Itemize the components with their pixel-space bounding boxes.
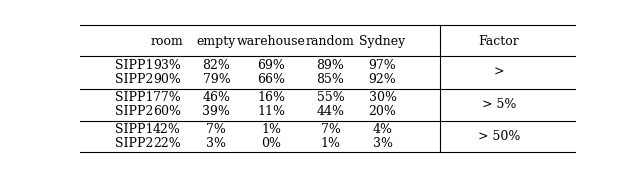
Text: 82%: 82% [202,59,230,72]
Text: 85%: 85% [317,73,344,86]
Text: SIPP1: SIPP1 [115,59,153,72]
Text: 93%: 93% [153,59,180,72]
Text: 22%: 22% [153,137,180,150]
Text: 7%: 7% [321,123,340,136]
Text: 97%: 97% [369,59,396,72]
Text: empty: empty [196,35,236,48]
Text: SIPP1: SIPP1 [115,91,153,104]
Text: 90%: 90% [153,73,180,86]
Text: 20%: 20% [369,105,397,118]
Text: 11%: 11% [257,105,285,118]
Text: 46%: 46% [202,91,230,104]
Text: > 50%: > 50% [478,130,520,143]
Text: 4%: 4% [372,123,392,136]
Text: 1%: 1% [321,137,340,150]
Text: 60%: 60% [153,105,181,118]
Text: 30%: 30% [369,91,397,104]
Text: random: random [306,35,355,48]
Text: 77%: 77% [153,91,180,104]
Text: 79%: 79% [202,73,230,86]
Text: Sydney: Sydney [360,35,406,48]
Text: > 5%: > 5% [482,98,516,111]
Text: 55%: 55% [317,91,344,104]
Text: 3%: 3% [206,137,227,150]
Text: warehouse: warehouse [237,35,305,48]
Text: 42%: 42% [153,123,180,136]
Text: SIPP1: SIPP1 [115,123,153,136]
Text: 3%: 3% [372,137,392,150]
Text: 44%: 44% [317,105,344,118]
Text: 7%: 7% [207,123,227,136]
Text: SIPP2: SIPP2 [115,137,153,150]
Text: 92%: 92% [369,73,396,86]
Text: 69%: 69% [257,59,285,72]
Text: 1%: 1% [261,123,281,136]
Text: 0%: 0% [261,137,281,150]
Text: 39%: 39% [202,105,230,118]
Text: SIPP2: SIPP2 [115,105,153,118]
Text: 89%: 89% [317,59,344,72]
Text: 16%: 16% [257,91,285,104]
Text: room: room [150,35,183,48]
Text: Factor: Factor [479,35,520,48]
Text: 66%: 66% [257,73,285,86]
Text: SIPP2: SIPP2 [115,73,153,86]
Text: >: > [494,66,504,79]
